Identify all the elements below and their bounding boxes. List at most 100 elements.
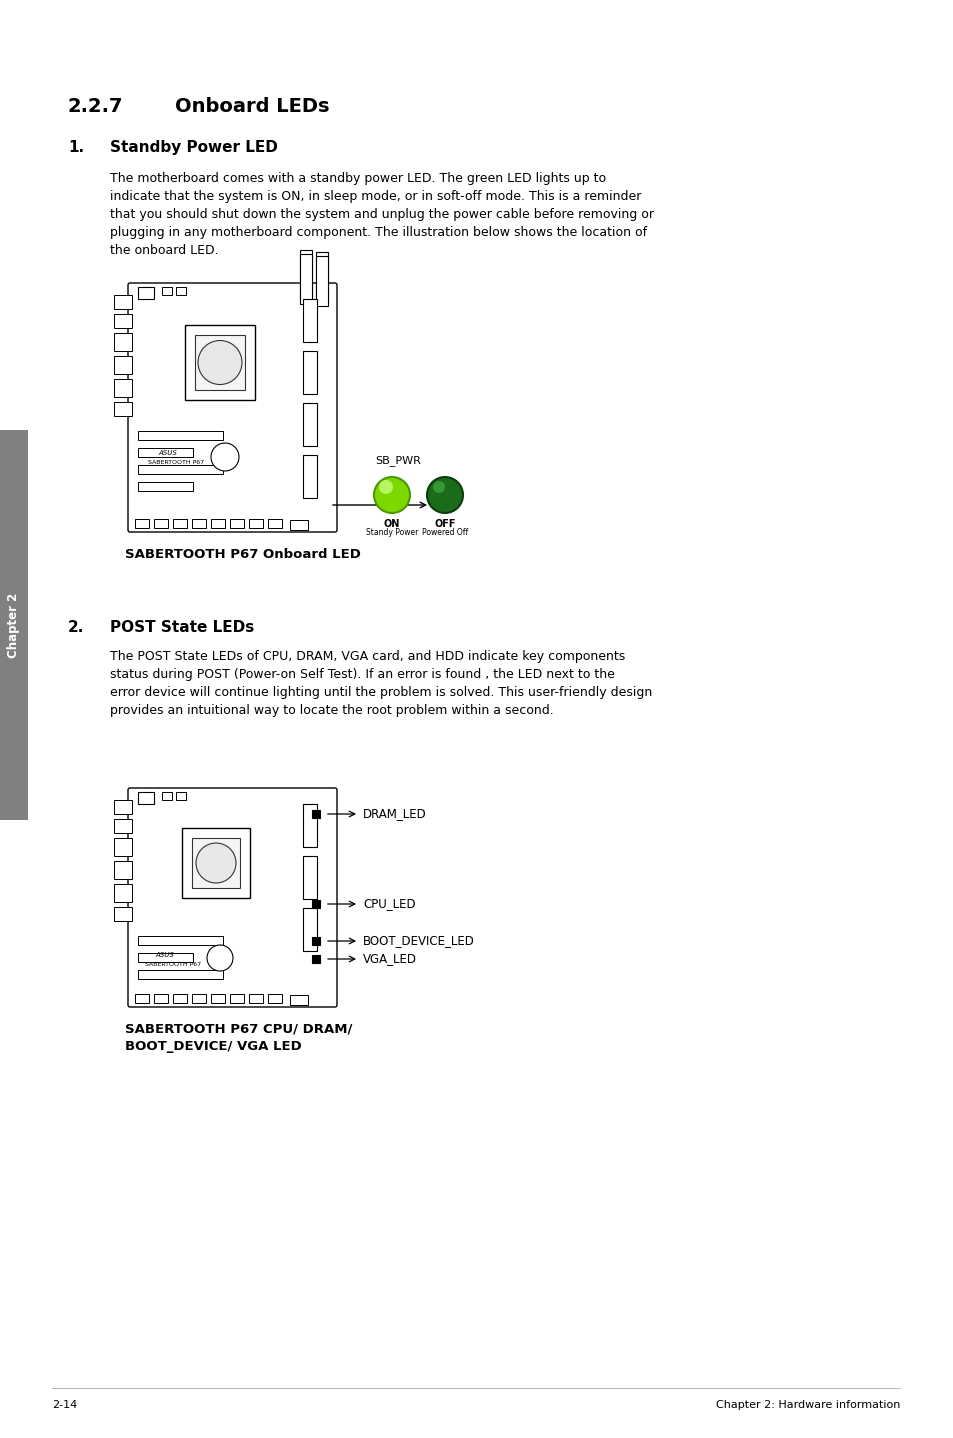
Bar xyxy=(138,971,223,979)
Bar xyxy=(175,792,186,800)
Text: plugging in any motherboard component. The illustration below shows the location: plugging in any motherboard component. T… xyxy=(110,226,646,239)
Bar xyxy=(172,519,187,528)
Text: that you should shut down the system and unplug the power cable before removing : that you should shut down the system and… xyxy=(110,209,654,221)
Circle shape xyxy=(427,477,462,513)
Text: SABERTOOTH P67: SABERTOOTH P67 xyxy=(148,460,204,464)
Circle shape xyxy=(195,843,235,883)
Text: The POST State LEDs of CPU, DRAM, VGA card, and HDD indicate key components: The POST State LEDs of CPU, DRAM, VGA ca… xyxy=(110,650,624,663)
FancyBboxPatch shape xyxy=(128,788,336,1007)
Bar xyxy=(312,810,319,818)
Bar xyxy=(113,295,132,309)
Bar xyxy=(113,357,132,374)
Text: The motherboard comes with a standby power LED. The green LED lights up to: The motherboard comes with a standby pow… xyxy=(110,173,605,186)
Bar xyxy=(138,936,223,945)
Bar xyxy=(113,861,132,879)
Bar xyxy=(312,938,319,945)
Text: ASUS: ASUS xyxy=(158,450,176,456)
Bar xyxy=(192,519,206,528)
Bar xyxy=(135,519,149,528)
Circle shape xyxy=(211,443,239,472)
Bar xyxy=(162,792,172,800)
Bar xyxy=(211,519,225,528)
Circle shape xyxy=(374,477,410,513)
Bar xyxy=(303,351,316,394)
Bar xyxy=(312,955,319,963)
Bar xyxy=(138,288,153,299)
Bar xyxy=(249,994,263,1002)
Text: SABERTOOTH P67: SABERTOOTH P67 xyxy=(145,962,201,966)
Bar xyxy=(138,792,153,804)
Text: OFF: OFF xyxy=(434,519,456,529)
Text: Chapter 2: Chapter 2 xyxy=(8,592,20,657)
Bar xyxy=(138,449,193,457)
Text: error device will continue lighting until the problem is solved. This user-frien: error device will continue lighting unti… xyxy=(110,686,652,699)
Bar xyxy=(299,250,312,301)
Circle shape xyxy=(207,945,233,971)
Bar xyxy=(138,431,223,440)
Text: SB_PWR: SB_PWR xyxy=(375,454,420,466)
Bar xyxy=(303,907,316,951)
Bar xyxy=(303,403,316,446)
Bar xyxy=(113,820,132,833)
Text: POST State LEDs: POST State LEDs xyxy=(110,620,254,636)
Text: ASUS: ASUS xyxy=(154,952,173,958)
Bar xyxy=(303,454,316,498)
Bar xyxy=(303,856,316,899)
Text: 2.2.7: 2.2.7 xyxy=(68,96,123,116)
Bar xyxy=(230,994,244,1002)
Circle shape xyxy=(198,341,242,384)
Text: Powered Off: Powered Off xyxy=(421,528,468,536)
Bar xyxy=(153,519,168,528)
Text: Standby Power LED: Standby Power LED xyxy=(110,139,277,155)
Bar xyxy=(113,884,132,902)
Bar xyxy=(192,838,240,889)
Bar xyxy=(138,953,193,962)
Text: ON: ON xyxy=(383,519,399,529)
Bar xyxy=(230,519,244,528)
Text: SABERTOOTH P67 CPU/ DRAM/: SABERTOOTH P67 CPU/ DRAM/ xyxy=(125,1022,352,1035)
FancyBboxPatch shape xyxy=(128,283,336,532)
Text: SABERTOOTH P67 Onboard LED: SABERTOOTH P67 Onboard LED xyxy=(125,548,360,561)
Bar xyxy=(303,804,316,847)
Text: the onboard LED.: the onboard LED. xyxy=(110,244,218,257)
Text: Onboard LEDs: Onboard LEDs xyxy=(174,96,329,116)
Bar xyxy=(249,519,263,528)
Bar xyxy=(268,519,282,528)
Text: CPU_LED: CPU_LED xyxy=(363,897,416,910)
Bar xyxy=(138,464,223,475)
Bar xyxy=(315,256,328,306)
Bar xyxy=(185,325,254,400)
Text: Standy Power: Standy Power xyxy=(365,528,417,536)
Bar xyxy=(113,334,132,351)
Bar xyxy=(192,994,206,1002)
Bar xyxy=(299,255,312,303)
Text: 1.: 1. xyxy=(68,139,84,155)
Bar xyxy=(138,482,193,490)
Bar xyxy=(162,288,172,295)
Bar xyxy=(315,252,328,302)
Bar xyxy=(268,994,282,1002)
Bar xyxy=(211,994,225,1002)
Circle shape xyxy=(378,480,393,495)
Text: provides an intuitional way to locate the root problem within a second.: provides an intuitional way to locate th… xyxy=(110,705,553,718)
Bar xyxy=(290,521,308,531)
Text: VGA_LED: VGA_LED xyxy=(363,952,416,965)
Bar xyxy=(175,288,186,295)
Bar xyxy=(113,907,132,920)
Bar xyxy=(303,299,316,342)
Bar xyxy=(113,838,132,856)
Text: indicate that the system is ON, in sleep mode, or in soft-off mode. This is a re: indicate that the system is ON, in sleep… xyxy=(110,190,640,203)
Text: status during POST (Power-on Self Test). If an error is found , the LED next to : status during POST (Power-on Self Test).… xyxy=(110,669,615,682)
Bar xyxy=(0,430,28,820)
Bar xyxy=(113,313,132,328)
Bar xyxy=(113,800,132,814)
Bar xyxy=(172,994,187,1002)
Text: DRAM_LED: DRAM_LED xyxy=(363,808,426,821)
Bar xyxy=(153,994,168,1002)
Bar xyxy=(194,335,245,390)
Text: 2-14: 2-14 xyxy=(52,1401,77,1411)
Text: 2.: 2. xyxy=(68,620,84,636)
Text: BOOT_DEVICE/ VGA LED: BOOT_DEVICE/ VGA LED xyxy=(125,1040,301,1053)
Bar xyxy=(312,900,319,907)
Circle shape xyxy=(433,480,444,493)
